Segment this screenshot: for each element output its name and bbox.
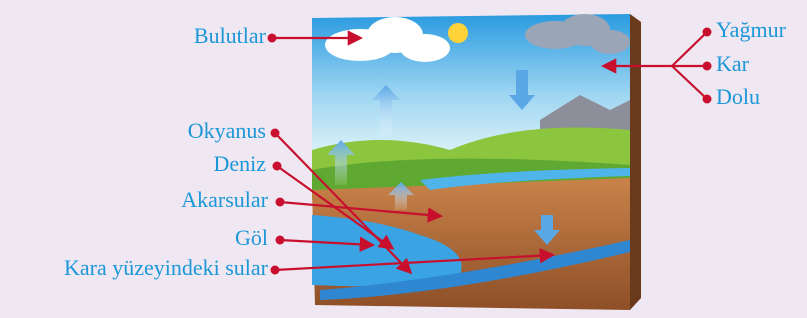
sun bbox=[448, 23, 468, 43]
label: Akarsular bbox=[181, 187, 268, 212]
label: Bulutlar bbox=[194, 23, 267, 48]
pointer-fork bbox=[672, 32, 707, 99]
label: Kara yüzeyindeki sular bbox=[64, 255, 269, 280]
label: Dolu bbox=[716, 84, 760, 109]
label: Kar bbox=[716, 51, 750, 76]
water-cycle-diagram: Bulutlar Okyanus Deniz Akarsular Göl Kar… bbox=[0, 0, 807, 318]
label: Yağmur bbox=[716, 17, 787, 42]
label: Deniz bbox=[213, 151, 266, 176]
page: Bulutlar Okyanus Deniz Akarsular Göl Kar… bbox=[0, 0, 807, 318]
label: Göl bbox=[235, 225, 268, 250]
label: Okyanus bbox=[188, 118, 266, 143]
cube-side bbox=[630, 14, 641, 310]
